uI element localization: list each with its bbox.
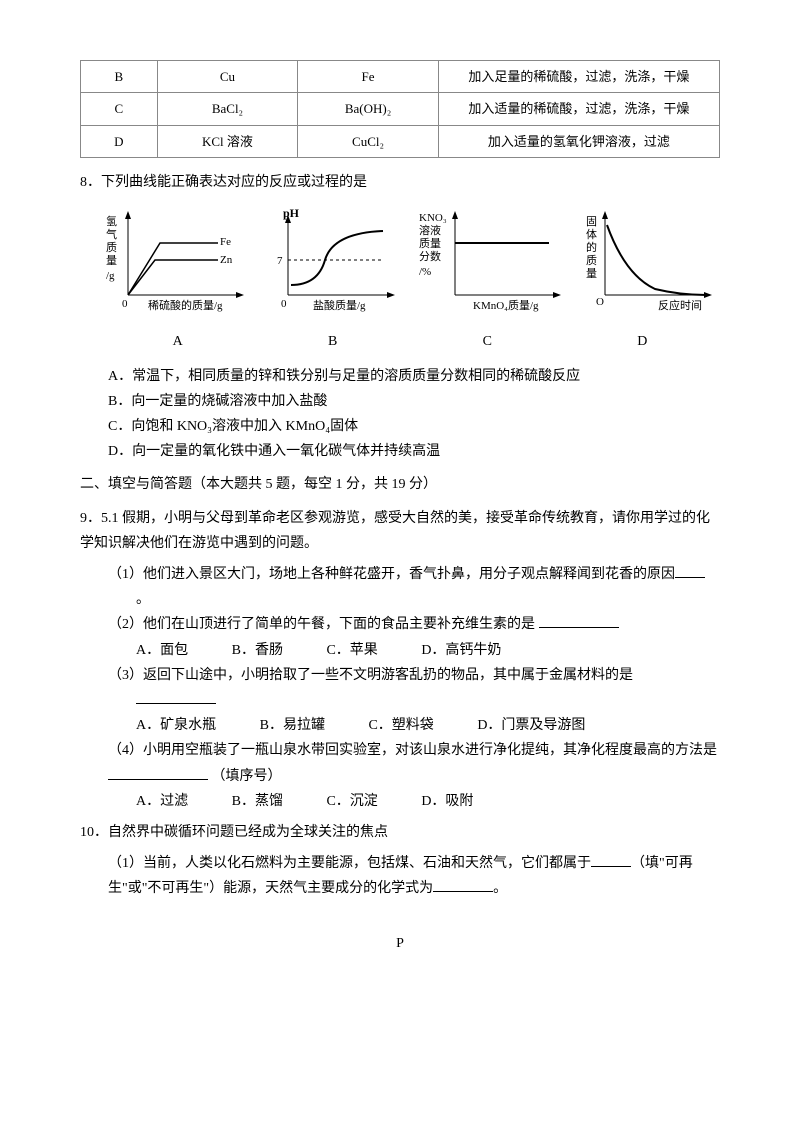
svg-text:Fe: Fe (220, 236, 231, 248)
page-footer: P (80, 931, 720, 956)
options-table: B Cu Fe 加入足量的稀硫酸，过滤，洗涤，干燥 C BaCl₂ Ba(OH)… (80, 60, 720, 158)
svg-text:O: O (596, 296, 604, 308)
section2-title: 二、填空与简答题（本大题共 5 题，每空 1 分，共 19 分） (80, 472, 720, 497)
chart-b: pH 7 0 盐酸质量/g (263, 205, 403, 324)
opt: C．沉淀 (326, 789, 377, 814)
cell: CuCl₂ (298, 125, 439, 157)
cell: Ba(OH)₂ (298, 93, 439, 125)
blank[interactable] (136, 689, 216, 704)
q8-opt-a: A．常温下，相同质量的锌和铁分别与足量的溶质质量分数相同的稀硫酸反应 (80, 364, 720, 389)
svg-text:体: 体 (586, 227, 597, 241)
q8-opt-b: B．向一定量的烧碱溶液中加入盐酸 (80, 389, 720, 414)
chart-c: KNO₃ 溶液 质量 分数 /% KMnO₄质量/g (417, 205, 567, 324)
svg-text:pH: pH (283, 206, 300, 220)
cell: KCl 溶液 (157, 125, 298, 157)
blank[interactable] (433, 877, 493, 892)
q9-stem: 9．5.1 假期，小明与父母到革命老区参观游览，感受大自然的美，接受革命传统教育… (80, 506, 720, 556)
chart-label-c: C (483, 329, 492, 354)
opt: B．香肠 (232, 638, 283, 663)
cell: B (81, 61, 158, 93)
svg-text:溶液: 溶液 (419, 223, 441, 237)
svg-text:Zn: Zn (220, 254, 233, 266)
opt: D．门票及导游图 (477, 713, 585, 738)
svg-text:量: 量 (586, 267, 597, 280)
q9-p2-opts: A．面包 B．香肠 C．苹果 D．高钙牛奶 (80, 638, 720, 663)
svg-text:固: 固 (586, 215, 597, 228)
svg-text:KMnO₄质量/g: KMnO₄质量/g (473, 299, 539, 312)
chart-label-d: D (637, 329, 647, 354)
cell: D (81, 125, 158, 157)
opt: C．苹果 (326, 638, 377, 663)
cell: 加入适量的稀硫酸，过滤，洗涤，干燥 (438, 93, 719, 125)
chart-a: 氢 气 质 量 /g Fe Zn 0 稀硫酸的质量/g (100, 205, 250, 324)
chart-label-a: A (173, 329, 183, 354)
opt: A．矿泉水瓶 (136, 713, 216, 738)
q8-opt-c: C．向饱和 KNO₃溶液中加入 KMnO₄固体 (80, 414, 720, 439)
q9-p4-text-a: （4）小明用空瓶装了一瓶山泉水带回实验室，对该山泉水进行净化提纯，其净化程度最高… (108, 743, 717, 758)
q9-p3-opts: A．矿泉水瓶 B．易拉罐 C．塑料袋 D．门票及导游图 (80, 713, 720, 738)
q8-opt-d: D．向一定量的氧化铁中通入一氧化碳气体并持续高温 (80, 439, 720, 464)
chart-d: 固 体 的 质 量 O 反应时间 (580, 205, 720, 324)
opt: D．吸附 (421, 789, 473, 814)
q9-p3-blank (80, 688, 720, 713)
q9-p2-text: （2）他们在山顶进行了简单的午餐，下面的食品主要补充维生素的是 (108, 617, 539, 632)
svg-text:/g: /g (106, 270, 115, 282)
q9-p1-text: （1）他们进入景区大门，场地上各种鲜花盛开，香气扑鼻，用分子观点解释闻到花香的原… (108, 567, 675, 582)
svg-text:0: 0 (281, 298, 287, 310)
opt: C．塑料袋 (368, 713, 433, 738)
svg-text:质: 质 (586, 254, 597, 267)
opt: D．高钙牛奶 (421, 638, 501, 663)
svg-text:/%: /% (419, 266, 431, 278)
q10-p1: （1）当前，人类以化石燃料为主要能源，包括煤、石油和天然气，它们都属于（填"可再… (80, 851, 720, 901)
blank[interactable] (675, 563, 705, 578)
opt: B．蒸馏 (232, 789, 283, 814)
svg-text:气: 气 (106, 227, 117, 241)
q9-p1-tail: 。 (80, 587, 720, 612)
chart-label-row: A B C D (100, 329, 720, 354)
svg-text:的: 的 (586, 240, 597, 254)
q9-p4-opts: A．过滤 B．蒸馏 C．沉淀 D．吸附 (80, 789, 720, 814)
opt: A．过滤 (136, 789, 188, 814)
table-row: D KCl 溶液 CuCl₂ 加入适量的氢氧化钾溶液，过滤 (81, 125, 720, 157)
opt: A．面包 (136, 638, 188, 663)
svg-text:质: 质 (106, 241, 117, 254)
svg-text:0: 0 (122, 298, 128, 310)
svg-text:盐酸质量/g: 盐酸质量/g (313, 298, 366, 312)
blank[interactable] (108, 765, 208, 780)
svg-text:稀硫酸的质量/g: 稀硫酸的质量/g (148, 298, 223, 312)
q10-p1-a: （1）当前，人类以化石燃料为主要能源，包括煤、石油和天然气，它们都属于 (108, 856, 591, 871)
q9-p4: （4）小明用空瓶装了一瓶山泉水带回实验室，对该山泉水进行净化提纯，其净化程度最高… (80, 738, 720, 788)
svg-text:质量: 质量 (419, 237, 441, 250)
table-row: B Cu Fe 加入足量的稀硫酸，过滤，洗涤，干燥 (81, 61, 720, 93)
cell: C (81, 93, 158, 125)
svg-text:KNO₃: KNO₃ (419, 212, 447, 224)
cell: 加入适量的氢氧化钾溶液，过滤 (438, 125, 719, 157)
svg-text:反应时间: 反应时间 (658, 298, 702, 312)
table-row: C BaCl₂ Ba(OH)₂ 加入适量的稀硫酸，过滤，洗涤，干燥 (81, 93, 720, 125)
blank[interactable] (539, 613, 619, 628)
cell: Cu (157, 61, 298, 93)
cell: 加入足量的稀硫酸，过滤，洗涤，干燥 (438, 61, 719, 93)
svg-text:分数: 分数 (419, 250, 441, 263)
opt: B．易拉罐 (260, 713, 325, 738)
q9-p4-text-b: （填序号） (212, 769, 282, 784)
chart-a-ylabel: 氢 (106, 214, 117, 228)
svg-text:7: 7 (277, 255, 283, 267)
q9-p1: （1）他们进入景区大门，场地上各种鲜花盛开，香气扑鼻，用分子观点解释闻到花香的原… (80, 562, 720, 587)
chart-label-b: B (328, 329, 337, 354)
q9-p2: （2）他们在山顶进行了简单的午餐，下面的食品主要补充维生素的是 (80, 612, 720, 637)
q9-p3: （3）返回下山途中，小明拾取了一些不文明游客乱扔的物品，其中属于金属材料的是 (80, 663, 720, 688)
q10-stem: 10．自然界中碳循环问题已经成为全球关注的焦点 (80, 820, 720, 845)
charts-row: 氢 气 质 量 /g Fe Zn 0 稀硫酸的质量/g pH 7 (100, 205, 720, 324)
blank[interactable] (591, 852, 631, 867)
cell: BaCl₂ (157, 93, 298, 125)
svg-text:量: 量 (106, 254, 117, 267)
q10-p1-c: 。 (493, 881, 507, 896)
cell: Fe (298, 61, 439, 93)
q8-stem: 8．下列曲线能正确表达对应的反应或过程的是 (80, 170, 720, 195)
